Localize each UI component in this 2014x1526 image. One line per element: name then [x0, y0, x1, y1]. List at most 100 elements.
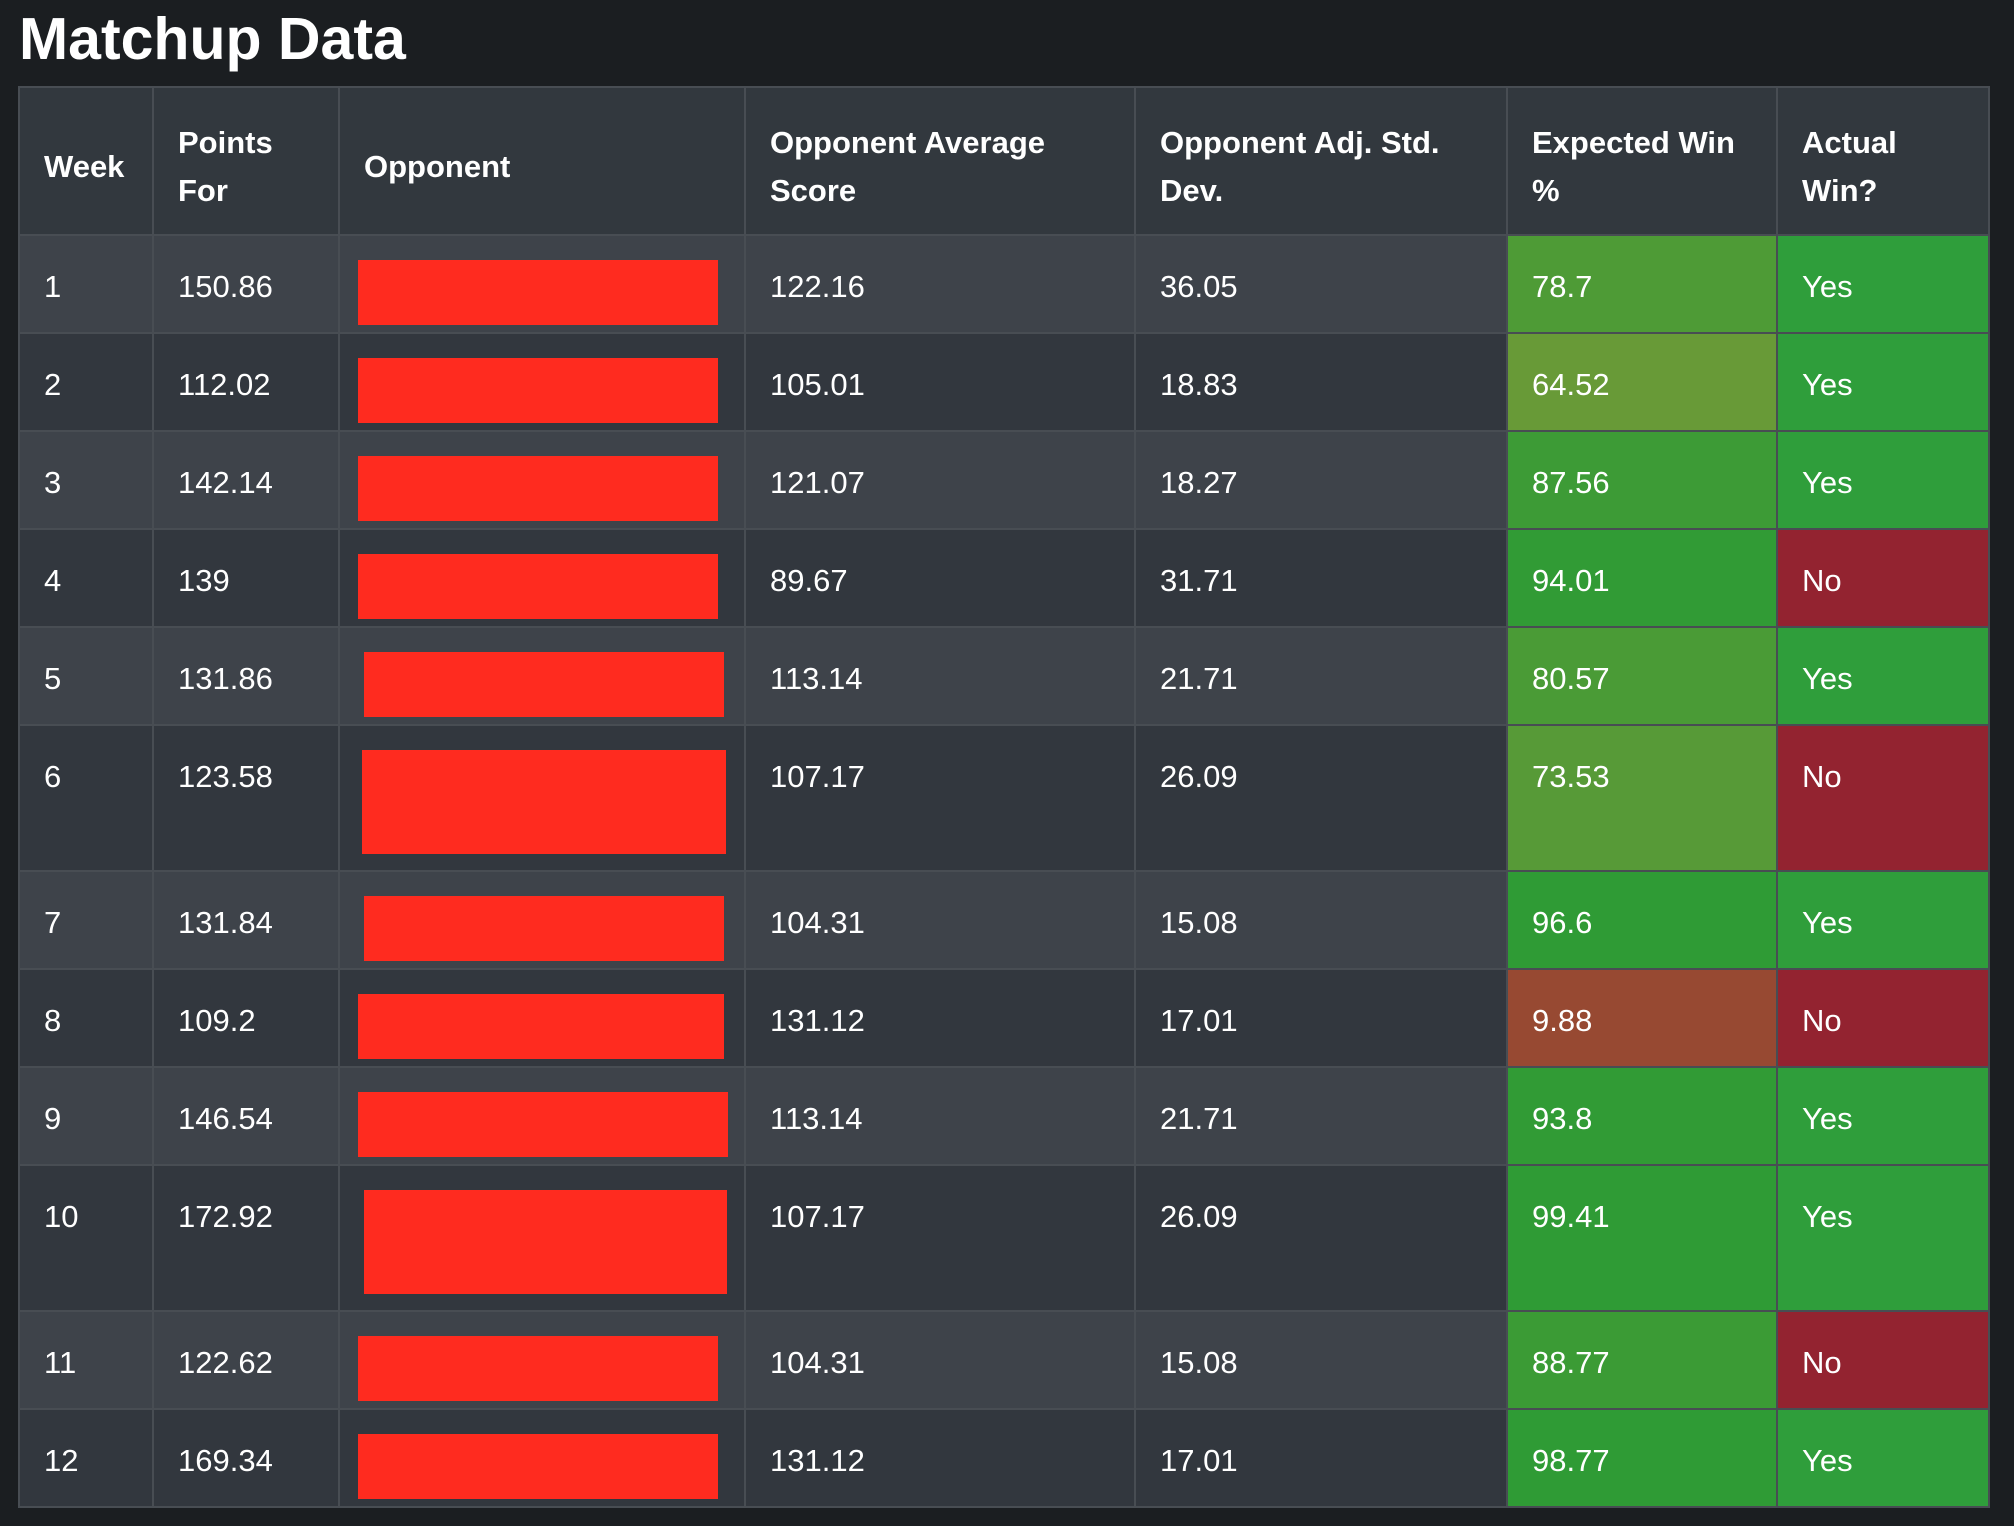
points-for-cell: 139: [152, 528, 340, 628]
table-row: 7 131.84 104.31 15.08 96.6 Yes: [18, 870, 1990, 970]
points-for-cell: 122.62: [152, 1310, 340, 1410]
table-row: 2 112.02 105.01 18.83 64.52 Yes: [18, 332, 1990, 432]
points-for-cell: 131.84: [152, 870, 340, 970]
points-for-cell: 146.54: [152, 1066, 340, 1166]
points-for-cell: 142.14: [152, 430, 340, 530]
week-cell: 8: [18, 968, 154, 1068]
points-for-cell: 123.58: [152, 724, 340, 872]
opponent-adj-std-dev-cell: 15.08: [1134, 870, 1508, 970]
points-for-cell: 169.34: [152, 1408, 340, 1508]
expected-win-pct-cell: 87.56: [1506, 430, 1778, 530]
opponent-cell: [338, 234, 746, 334]
actual-win-cell: Yes: [1776, 1164, 1990, 1312]
header-row: Week Points For Opponent Opponent Averag…: [18, 86, 1990, 236]
opponent-adj-std-dev-cell: 18.27: [1134, 430, 1508, 530]
actual-win-cell: Yes: [1776, 626, 1990, 726]
opponent-average-score-cell: 107.17: [744, 724, 1136, 872]
opponent-average-score-cell: 131.12: [744, 968, 1136, 1068]
week-cell: 5: [18, 626, 154, 726]
opponent-average-score-cell: 131.12: [744, 1408, 1136, 1508]
actual-win-cell: Yes: [1776, 1408, 1990, 1508]
actual-win-cell: No: [1776, 968, 1990, 1068]
week-cell: 6: [18, 724, 154, 872]
actual-win-cell: No: [1776, 724, 1990, 872]
redacted-opponent-name: [358, 1092, 728, 1157]
opponent-average-score-cell: 121.07: [744, 430, 1136, 530]
opponent-average-score-cell: 104.31: [744, 870, 1136, 970]
opponent-cell: [338, 1310, 746, 1410]
expected-win-pct-cell: 88.77: [1506, 1310, 1778, 1410]
week-cell: 1: [18, 234, 154, 334]
opponent-adj-std-dev-cell: 26.09: [1134, 1164, 1508, 1312]
expected-win-pct-cell: 80.57: [1506, 626, 1778, 726]
opponent-cell: [338, 1066, 746, 1166]
opponent-average-score-cell: 107.17: [744, 1164, 1136, 1312]
opponent-average-score-cell: 105.01: [744, 332, 1136, 432]
expected-win-pct-cell: 94.01: [1506, 528, 1778, 628]
opponent-adj-std-dev-cell: 21.71: [1134, 626, 1508, 726]
redacted-opponent-name: [364, 896, 724, 961]
actual-win-cell: No: [1776, 528, 1990, 628]
redacted-opponent-name: [364, 1190, 727, 1294]
actual-win-cell: Yes: [1776, 430, 1990, 530]
points-for-cell: 131.86: [152, 626, 340, 726]
opponent-adj-std-dev-cell: 21.71: [1134, 1066, 1508, 1166]
opponent-adj-std-dev-cell: 18.83: [1134, 332, 1508, 432]
opponent-average-score-cell: 89.67: [744, 528, 1136, 628]
redacted-opponent-name: [358, 260, 718, 325]
redacted-opponent-name: [358, 994, 724, 1059]
week-cell: 9: [18, 1066, 154, 1166]
header-opponent-adj-std-dev: Opponent Adj. Std. Dev.: [1134, 86, 1508, 236]
week-cell: 3: [18, 430, 154, 530]
expected-win-pct-cell: 98.77: [1506, 1408, 1778, 1508]
table-row: 12 169.34 131.12 17.01 98.77 Yes: [18, 1408, 1990, 1508]
table-header: Week Points For Opponent Opponent Averag…: [18, 86, 1990, 236]
header-opponent: Opponent: [338, 86, 746, 236]
table-body: 1 150.86 122.16 36.05 78.7 Yes 2 112.02 105.01 18…: [18, 234, 1990, 1508]
week-cell: 2: [18, 332, 154, 432]
opponent-cell: [338, 870, 746, 970]
expected-win-pct-cell: 64.52: [1506, 332, 1778, 432]
actual-win-cell: No: [1776, 1310, 1990, 1410]
actual-win-cell: Yes: [1776, 870, 1990, 970]
opponent-average-score-cell: 113.14: [744, 626, 1136, 726]
points-for-cell: 112.02: [152, 332, 340, 432]
week-cell: 12: [18, 1408, 154, 1508]
opponent-average-score-cell: 104.31: [744, 1310, 1136, 1410]
table-row: 8 109.2 131.12 17.01 9.88 No: [18, 968, 1990, 1068]
expected-win-pct-cell: 93.8: [1506, 1066, 1778, 1166]
header-opponent-average-score: Opponent Average Score: [744, 86, 1136, 236]
opponent-cell: [338, 1408, 746, 1508]
expected-win-pct-cell: 99.41: [1506, 1164, 1778, 1312]
opponent-cell: [338, 1164, 746, 1312]
header-points-for: Points For: [152, 86, 340, 236]
actual-win-cell: Yes: [1776, 234, 1990, 334]
matchup-table: Week Points For Opponent Opponent Averag…: [18, 86, 1990, 1508]
week-cell: 10: [18, 1164, 154, 1312]
redacted-opponent-name: [362, 750, 726, 854]
points-for-cell: 172.92: [152, 1164, 340, 1312]
expected-win-pct-cell: 9.88: [1506, 968, 1778, 1068]
redacted-opponent-name: [358, 554, 718, 619]
redacted-opponent-name: [358, 456, 718, 521]
opponent-cell: [338, 332, 746, 432]
table-row: 5 131.86 113.14 21.71 80.57 Yes: [18, 626, 1990, 726]
header-week: Week: [18, 86, 154, 236]
opponent-adj-std-dev-cell: 36.05: [1134, 234, 1508, 334]
redacted-opponent-name: [358, 358, 718, 423]
page-title: Matchup Data: [19, 6, 406, 72]
actual-win-cell: Yes: [1776, 1066, 1990, 1166]
opponent-average-score-cell: 113.14: [744, 1066, 1136, 1166]
expected-win-pct-cell: 96.6: [1506, 870, 1778, 970]
opponent-adj-std-dev-cell: 17.01: [1134, 968, 1508, 1068]
opponent-cell: [338, 724, 746, 872]
table-row: 11 122.62 104.31 15.08 88.77 No: [18, 1310, 1990, 1410]
table-row: 9 146.54 113.14 21.71 93.8 Yes: [18, 1066, 1990, 1166]
table-row: 6 123.58 107.17 26.09 73.53 No: [18, 724, 1990, 872]
redacted-opponent-name: [358, 1336, 718, 1401]
table-row: 1 150.86 122.16 36.05 78.7 Yes: [18, 234, 1990, 334]
table-row: 10 172.92 107.17 26.09 99.41 Yes: [18, 1164, 1990, 1312]
redacted-opponent-name: [358, 1434, 718, 1499]
week-cell: 7: [18, 870, 154, 970]
points-for-cell: 150.86: [152, 234, 340, 334]
